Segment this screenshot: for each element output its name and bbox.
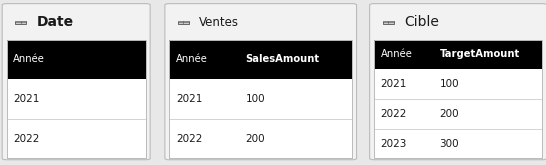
Text: 2021: 2021 — [13, 94, 39, 104]
Bar — [374, 129, 542, 158]
Bar — [178, 21, 189, 24]
Bar — [15, 21, 26, 22]
FancyBboxPatch shape — [165, 4, 357, 160]
FancyBboxPatch shape — [370, 4, 546, 160]
Bar — [169, 40, 352, 158]
Bar — [169, 79, 352, 119]
Bar — [374, 40, 542, 158]
Bar — [7, 40, 146, 158]
Text: 100: 100 — [245, 94, 265, 104]
Text: 2023: 2023 — [381, 139, 407, 148]
Bar — [7, 119, 146, 158]
Bar — [383, 21, 394, 22]
Text: 2021: 2021 — [381, 79, 407, 89]
Bar — [15, 21, 26, 24]
Text: Année: Année — [13, 54, 45, 64]
Bar — [374, 99, 542, 129]
Bar — [7, 40, 146, 79]
Bar — [374, 40, 542, 69]
Text: Date: Date — [37, 15, 74, 29]
FancyBboxPatch shape — [2, 4, 150, 160]
Text: TargetAmount: TargetAmount — [440, 50, 520, 59]
Bar — [169, 119, 352, 158]
Text: 100: 100 — [440, 79, 459, 89]
Bar — [383, 21, 394, 24]
Bar — [374, 69, 542, 99]
Text: 300: 300 — [440, 139, 459, 148]
Text: 2021: 2021 — [176, 94, 202, 104]
Bar — [178, 21, 189, 22]
Text: 2022: 2022 — [13, 134, 39, 144]
Text: 200: 200 — [245, 134, 265, 144]
Text: Année: Année — [381, 50, 412, 59]
Text: 2022: 2022 — [381, 109, 407, 119]
Text: Cible: Cible — [404, 15, 439, 29]
Text: Ventes: Ventes — [199, 16, 239, 29]
Text: 200: 200 — [440, 109, 459, 119]
Text: 2022: 2022 — [176, 134, 202, 144]
Bar — [7, 79, 146, 119]
Bar — [169, 40, 352, 79]
Text: SalesAmount: SalesAmount — [245, 54, 319, 64]
Text: Année: Année — [176, 54, 207, 64]
